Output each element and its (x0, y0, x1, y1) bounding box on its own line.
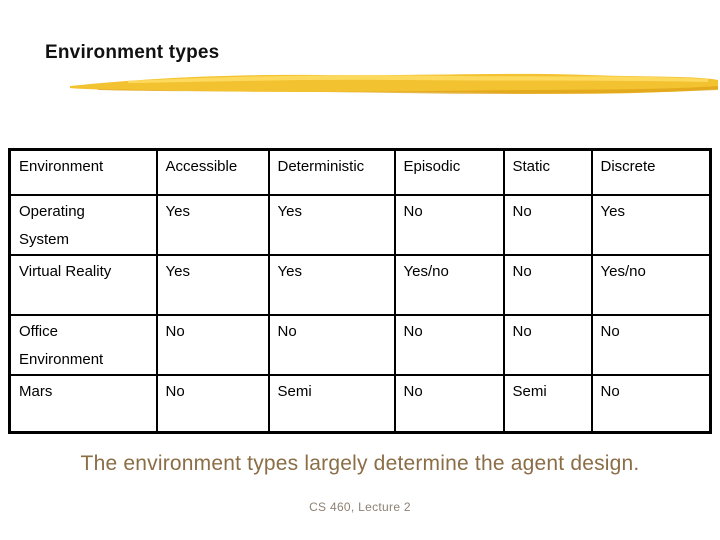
col-header-environment: Environment (8, 148, 158, 196)
row-label-text: Operating System (19, 202, 85, 248)
table-row-mars: Mars No Semi No Semi No (8, 373, 712, 434)
cell-accessible: Yes (155, 253, 270, 316)
cell-episodic: No (393, 193, 505, 256)
row-label: Virtual Reality (8, 253, 158, 316)
cell-accessible: No (155, 373, 270, 434)
row-label-text: Office Environment (19, 322, 104, 368)
table-row-operating-system: Operating System Yes Yes No No Yes (8, 193, 712, 256)
cell-static: Semi (502, 373, 593, 434)
row-label: Operating System (8, 193, 158, 256)
cell-deterministic: No (267, 313, 396, 376)
cell-discrete: No (590, 313, 712, 376)
table-header-row: Environment Accessible Deterministic Epi… (8, 148, 712, 196)
footer-credit: CS 460, Lecture 2 (309, 500, 411, 514)
row-label: Mars (8, 373, 158, 434)
row-label: Office Environment (8, 313, 158, 376)
col-header-deterministic: Deterministic (267, 148, 396, 196)
col-header-episodic: Episodic (393, 148, 505, 196)
cell-static: No (502, 313, 593, 376)
cell-static: No (502, 253, 593, 316)
cell-static: No (502, 193, 593, 256)
cell-deterministic: Semi (267, 373, 396, 434)
cell-episodic: No (393, 313, 505, 376)
row-label-text: Mars (19, 382, 53, 400)
row-label-text: Virtual Reality (19, 262, 112, 280)
brush-stroke-accent (70, 73, 718, 94)
cell-accessible: Yes (155, 193, 270, 256)
footer-note: The environment types largely determine … (80, 452, 640, 475)
col-header-accessible: Accessible (155, 148, 270, 196)
slide-title: Environment types (45, 42, 220, 63)
col-header-discrete: Discrete (590, 148, 712, 196)
cell-discrete: Yes/no (590, 253, 712, 316)
cell-deterministic: Yes (267, 193, 396, 256)
environment-types-table: Environment Accessible Deterministic Epi… (8, 148, 712, 434)
cell-accessible: No (155, 313, 270, 376)
cell-discrete: No (590, 373, 712, 434)
col-header-static: Static (502, 148, 593, 196)
table-row-virtual-reality: Virtual Reality Yes Yes Yes/no No Yes/no (8, 253, 712, 316)
cell-episodic: Yes/no (393, 253, 505, 316)
cell-deterministic: Yes (267, 253, 396, 316)
table-row-office-environment: Office Environment No No No No No (8, 313, 712, 376)
cell-episodic: No (393, 373, 505, 434)
cell-discrete: Yes (590, 193, 712, 256)
